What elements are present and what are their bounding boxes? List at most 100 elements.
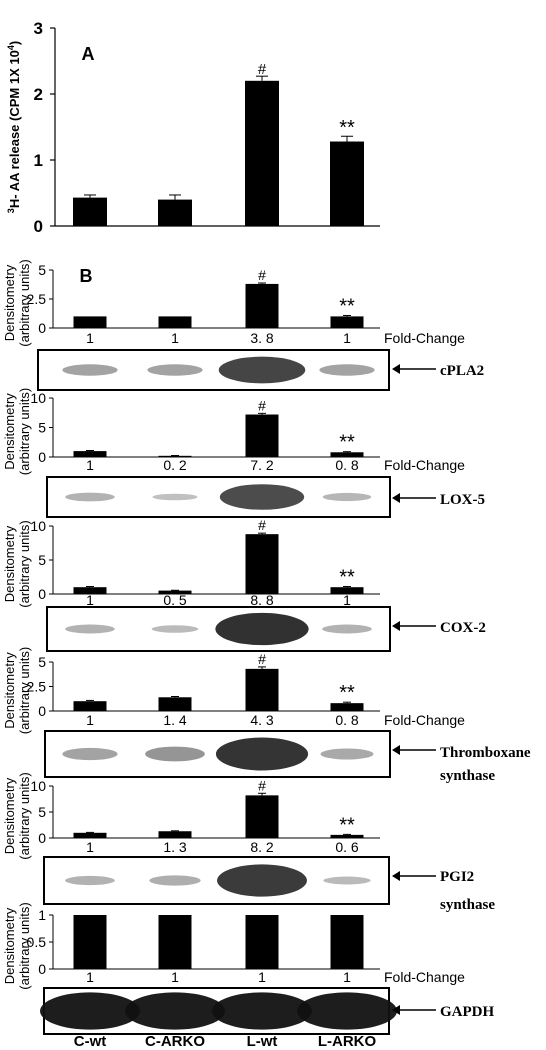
panel-b-tick-label: 1 [38, 907, 46, 923]
panel-b-bar [158, 915, 192, 969]
panel-b-tick-label: 0 [38, 449, 46, 465]
panel-b-ylabel: (arbitrary units) [17, 388, 32, 475]
blot-band [319, 364, 375, 376]
blot-frame [44, 730, 391, 778]
protein-label: LOX-5 [440, 492, 485, 508]
panel-a-tick-label: 1 [34, 151, 43, 170]
panel-b-significance-marker: ** [339, 432, 355, 454]
panel-b-ylabel: Densitometry [2, 907, 17, 984]
panel-a-tick-label: 2 [34, 85, 43, 104]
blot-band [320, 748, 374, 760]
blot-band [212, 992, 312, 1030]
blot-band [322, 492, 372, 502]
western-blot-image [40, 987, 397, 1035]
panel-b-tick-label: 10 [30, 518, 46, 534]
fold-change-caption: Fold-Change [384, 969, 465, 985]
panel-b-tick-label: 0 [38, 961, 46, 977]
panel-b-tick-label: 2.5 [27, 679, 47, 695]
panel-b-bar [158, 455, 192, 457]
panel-b-tick-label: 5 [38, 804, 46, 820]
panel-a-ylabel-part: H- AA release (CPM 1X 10 [7, 50, 22, 208]
panel-a-significance-marker: # [258, 61, 267, 78]
fold-change-caption: Fold-Change [384, 330, 465, 346]
protein-label: GAPDH [440, 1004, 494, 1020]
panel-b-bar [330, 703, 364, 711]
blot-band [297, 992, 397, 1030]
panel-b-bar [330, 316, 364, 328]
protein-label: PGI2 [440, 869, 474, 885]
fold-change-value: 8. 8 [250, 592, 274, 608]
western-blot-image [46, 606, 391, 652]
blot-band [65, 875, 115, 886]
panel-b-ylabel: (arbitrary units) [17, 520, 32, 607]
panel-b-bar [158, 831, 192, 838]
panel-a-bar [245, 80, 279, 226]
blot-arrow-head [392, 621, 400, 631]
panel-b-ylabel: Densitometry [2, 525, 17, 602]
blot-band [145, 746, 205, 762]
panel-b-tick-label: 0 [38, 320, 46, 336]
blot-band [151, 625, 199, 633]
panel-b-tick-label: 10 [30, 390, 46, 406]
blot-band [323, 876, 371, 885]
blot-frame [46, 476, 391, 518]
fold-change-value: 1 [86, 839, 94, 855]
blot-band [62, 364, 118, 376]
panel-b-ylabel: (arbitrary units) [17, 902, 32, 989]
panel-b-bar [73, 451, 107, 457]
panel-b-chart: 0 5 10 1 1. 3 #8. 2 ** 0. 6 Densitometry (arbitra… [2, 772, 495, 913]
panel-b-bar [158, 316, 192, 328]
blot-arrow-head [392, 364, 400, 374]
panel-a-bar [158, 199, 192, 226]
panel-b-bar [73, 316, 107, 328]
panel-b-bar [245, 668, 279, 711]
panel-b-bar [330, 915, 364, 969]
fold-change-value: 1 [86, 969, 94, 985]
panel-b-bar [245, 915, 279, 969]
western-blot-image [37, 349, 390, 391]
fold-change-value: 7. 2 [250, 457, 274, 473]
group-label: L-wt [247, 1033, 278, 1050]
panel-b-chart: 0 5 10 1 0. 2 #7. 2 ** 0. 8 Fold-Change Densitome… [2, 388, 485, 518]
fold-change-caption: Fold-Change [384, 712, 465, 728]
panel-b-bar [158, 590, 192, 594]
group-label: L-ARKO [318, 1033, 377, 1050]
blot-band [40, 992, 140, 1030]
fold-change-value: 8. 2 [250, 839, 274, 855]
panel-b-ylabel: Densitometry [2, 393, 17, 470]
blot-band [62, 747, 118, 761]
panel-b-significance-marker: ** [339, 682, 355, 704]
fold-change-value: 1. 4 [163, 712, 187, 728]
panel-b-ylabel: (arbitrary units) [17, 647, 32, 734]
panel-b-bar [73, 587, 107, 594]
fold-change-value: 1 [343, 330, 351, 346]
panel-b-chart: 0 0.5 1 1 1 1 1 Fold-Change Densitometry (arbitra… [2, 902, 494, 1035]
panel-b-significance-marker: ** [339, 814, 355, 836]
fold-change-value: 0. 5 [163, 592, 187, 608]
blot-frame [37, 349, 390, 391]
panel-b-bar [245, 283, 279, 328]
panel-b-bar [330, 587, 364, 594]
panel-b-tick-label: 0 [38, 586, 46, 602]
panel-a-bar [73, 197, 107, 226]
protein-label: synthase [440, 897, 495, 913]
panel-b-ylabel: (arbitrary units) [17, 259, 32, 346]
blot-arrow-head [392, 871, 400, 881]
panel-b-chart: 0 2.5 5 1 1 #3. 8 ** 1 Fold-Change Densitometry (a… [2, 259, 484, 391]
panel-b-tick-label: 5 [38, 654, 46, 670]
western-blot-image [46, 476, 391, 518]
panel-b-tick-label: 2.5 [27, 291, 47, 307]
blot-frame [43, 856, 390, 905]
panel-b-label: B [80, 266, 93, 286]
fold-change-value: 1. 3 [163, 839, 187, 855]
panel-b-significance-marker: # [258, 267, 266, 283]
panel-b-tick-label: 0 [38, 703, 46, 719]
fold-change-value: 1 [343, 592, 351, 608]
group-label: C-ARKO [145, 1033, 205, 1050]
panel-a-ylabel: 3H- AA release (CPM 1X 104) [6, 41, 22, 213]
western-blot-image [44, 730, 391, 778]
panel-b-bar [73, 832, 107, 838]
panel-b-tick-label: 10 [30, 778, 46, 794]
protein-label: Thromboxane [440, 745, 531, 761]
